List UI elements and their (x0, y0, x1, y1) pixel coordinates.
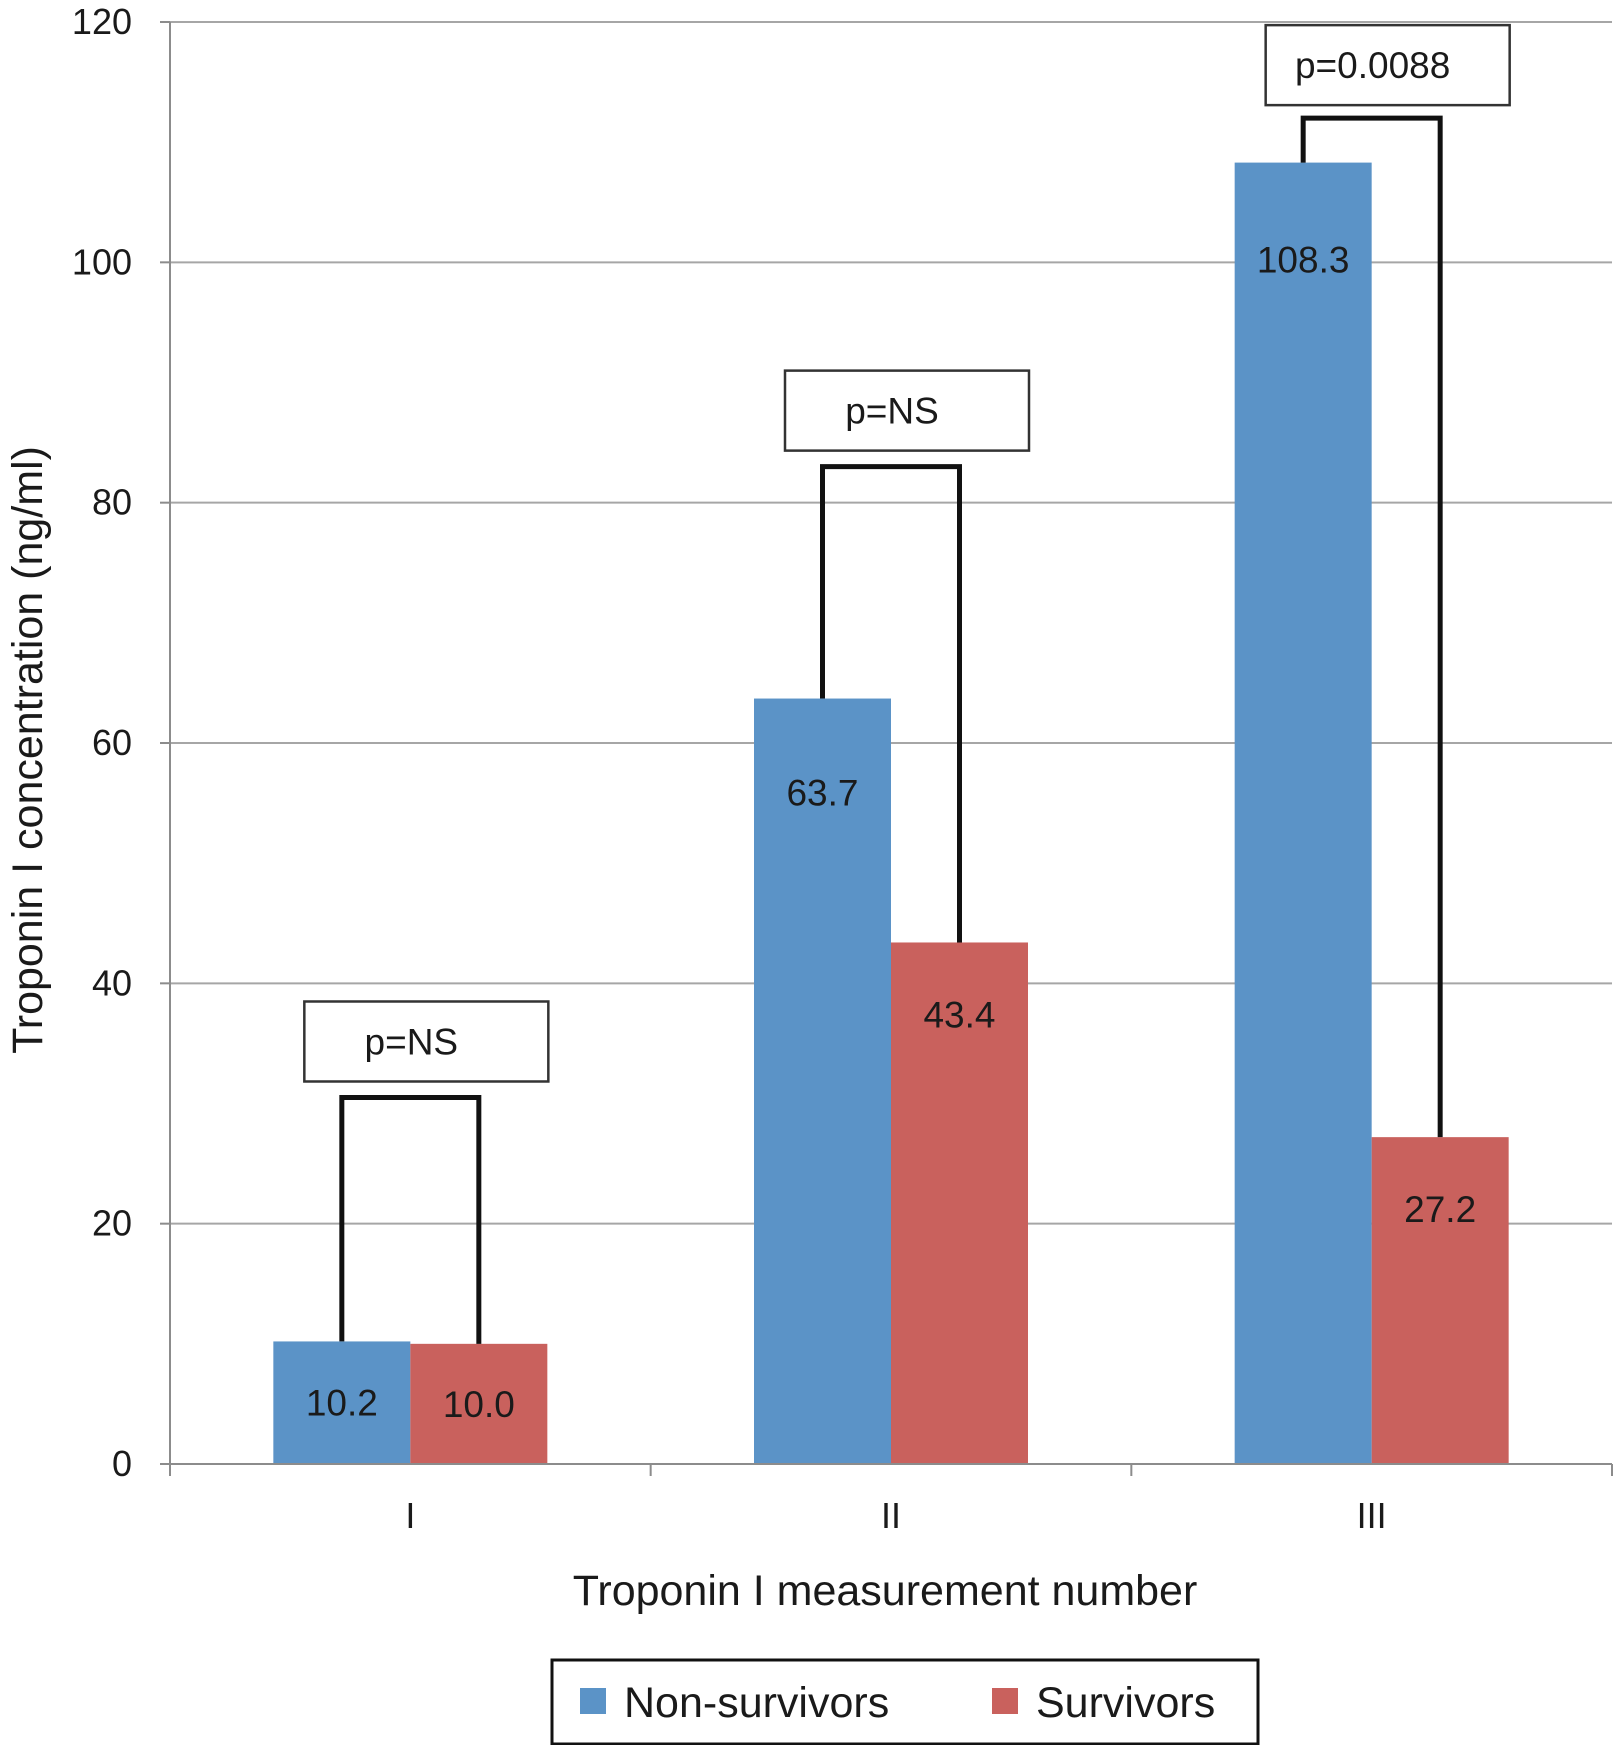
y-axis-label: Troponin I concentration (ng/ml) (4, 446, 52, 1054)
data-label-survivors-II: 43.4 (923, 994, 995, 1035)
p-value-box-II (783, 369, 1031, 452)
bars (273, 162, 1509, 1465)
y-tick-label-40: 40 (92, 962, 132, 1003)
p-value-label-III: p=0.0088 (1295, 45, 1450, 86)
p-value-box-I (303, 1000, 550, 1083)
x-tick-label-I: I (405, 1495, 415, 1536)
x-tick-label-III: III (1357, 1495, 1387, 1536)
x-axis-label: Troponin I measurement number (573, 1567, 1198, 1615)
y-tick-label-60: 60 (92, 722, 132, 763)
x-tick-label-II: II (881, 1495, 901, 1536)
bar-non-survivors-III (1234, 162, 1372, 1465)
data-label-non-survivors-I: 10.2 (306, 1383, 378, 1424)
y-tick-label-100: 100 (72, 241, 132, 282)
y-tick-label-0: 0 (112, 1443, 132, 1484)
bar-non-survivors-II (754, 698, 891, 1464)
significance-bracket-II (820, 464, 962, 943)
p-value-box-III (1264, 23, 1511, 107)
legend-swatch-survivors (992, 1688, 1018, 1714)
data-label-survivors-I: 10.0 (443, 1384, 515, 1425)
bar-survivors-II (891, 942, 1028, 1464)
legend-label-survivors: Survivors (1036, 1679, 1215, 1727)
bar-survivors-I (410, 1343, 548, 1464)
axes (160, 21, 1613, 1476)
bar-non-survivors-I (273, 1341, 411, 1464)
data-label-non-survivors-II: 63.7 (786, 773, 858, 814)
significance-bracket-III (1300, 115, 1443, 1138)
p-value-label-II: p=NS (845, 391, 939, 432)
y-tick-label-120: 120 (72, 1, 132, 42)
legend-label-non-survivors: Non-survivors (624, 1679, 889, 1727)
p-value-label-I: p=NS (365, 1021, 459, 1062)
data-label-survivors-III: 27.2 (1404, 1189, 1476, 1230)
p-value-annotations: p=NS p=NS p=0.0088 (303, 23, 1511, 1344)
data-label-non-survivors-III: 108.3 (1257, 240, 1350, 281)
legend-frame (550, 1658, 1260, 1745)
legend-swatch-non-survivors (580, 1688, 606, 1714)
y-tick-label-20: 20 (92, 1203, 132, 1244)
legend: Non-survivors Survivors (550, 1658, 1260, 1745)
bar-survivors-III (1371, 1137, 1509, 1464)
data-labels: 10.2 63.7 108.3 10.0 43.4 27.2 (306, 240, 1476, 1425)
significance-bracket-I (339, 1094, 482, 1344)
y-tick-label-80: 80 (92, 482, 132, 523)
